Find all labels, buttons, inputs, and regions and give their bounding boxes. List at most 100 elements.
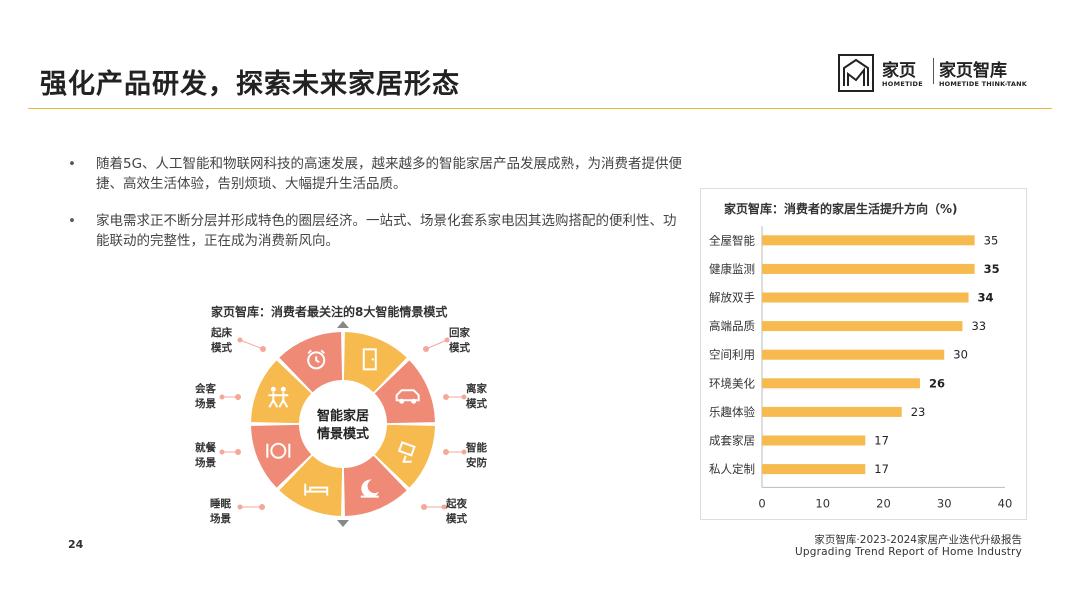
people-icon	[268, 386, 289, 408]
connector-dot	[235, 394, 241, 400]
connector-dot	[444, 337, 450, 343]
bed-icon	[304, 483, 329, 496]
up-triangle-icon	[337, 321, 349, 328]
x-tick-label: 0	[758, 496, 765, 510]
bar	[762, 292, 969, 303]
connector-dot	[259, 504, 265, 510]
bar	[762, 378, 920, 389]
bar	[762, 321, 963, 332]
mode-label: 睡眠 场景	[210, 497, 231, 527]
bar	[762, 349, 945, 360]
mode-label-line1: 起床	[211, 327, 232, 339]
down-triangle-icon	[337, 520, 349, 527]
wheel-center-label: 智能家居	[317, 408, 369, 424]
category-label: 私人定制	[709, 462, 755, 476]
mode-label: 会客 场景	[195, 382, 216, 412]
wheel-segment	[343, 455, 407, 516]
connector-dot	[235, 449, 241, 455]
wheel-center	[301, 382, 385, 466]
category-label: 高端品质	[709, 319, 755, 333]
footer-report-title: 家页智库·2023-2024家居产业迭代升级报告	[814, 534, 1022, 546]
mode-label-line2: 模式	[449, 342, 470, 354]
mode-label-line1: 离家	[466, 383, 487, 395]
logo-brand-cn: 家页	[882, 61, 916, 81]
wheel-segment	[279, 332, 343, 393]
wheel-center-label: 情景模式	[317, 426, 369, 442]
data-label: 17	[874, 434, 889, 448]
x-tick-label: 30	[937, 496, 952, 510]
mode-label-line2: 模式	[211, 342, 232, 354]
logo-thinktank-en: HOMETIDE THINK-TANK	[939, 80, 1028, 88]
mode-label-line1: 回家	[449, 327, 470, 339]
connector-dot	[219, 394, 225, 400]
mode-label-line1: 就餐	[195, 442, 216, 454]
mode-label: 起床 模式	[211, 326, 232, 356]
mode-label-line2: 模式	[446, 513, 467, 525]
category-label: 健康监测	[709, 262, 755, 276]
camera-icon	[397, 441, 416, 463]
mode-label-line1: 智能	[466, 442, 487, 454]
bar	[762, 263, 975, 274]
connector-dot	[260, 346, 266, 352]
chart-title: 家页智库：消费者的家居生活提升方向（%)	[724, 202, 958, 216]
logo-separator	[933, 58, 934, 84]
bar	[762, 464, 866, 475]
connector-dot	[443, 449, 449, 455]
mode-label: 就餐 场景	[195, 441, 216, 471]
wheel-segment	[279, 455, 343, 516]
mode-label-line2: 场景	[195, 398, 216, 410]
bullet-list: 随着5G、人工智能和物联网科技的高速发展，越来越多的智能家居产品发展成熟，为消费…	[68, 154, 688, 268]
x-tick-label: 20	[876, 496, 891, 510]
mode-label: 智能 安防	[466, 441, 487, 471]
bar	[762, 435, 866, 446]
connector-dot	[423, 346, 429, 352]
mode-label: 回家 模式	[449, 326, 470, 356]
connector-line	[425, 339, 448, 350]
mode-label-line2: 安防	[466, 457, 487, 469]
alarm-clock-icon	[307, 349, 326, 370]
wheel-segment	[374, 360, 435, 424]
mode-label: 起夜 模式	[446, 497, 467, 527]
moon-icon	[360, 479, 379, 498]
connector-dot	[219, 449, 225, 455]
category-label: 空间利用	[709, 348, 755, 362]
connector-dot	[441, 504, 447, 510]
data-label: 26	[929, 376, 945, 390]
connector-dot	[237, 504, 243, 510]
footer-report-title-en: Upgrading Trend Report of Home Industry	[794, 546, 1022, 558]
wheel-segment	[251, 360, 312, 424]
data-label: 30	[953, 348, 968, 362]
x-tick-label: 40	[998, 496, 1013, 510]
connector-dot	[443, 394, 449, 400]
connector-dot	[461, 449, 467, 455]
category-label: 环境美化	[709, 376, 755, 390]
page-number: 24	[68, 538, 84, 551]
connector-dot	[421, 504, 427, 510]
bullet-item: 家电需求正不断分层并形成特色的圈层经济。一站式、场景化套系家电因其选购搭配的便利…	[68, 211, 688, 251]
data-label: 35	[984, 233, 999, 247]
bullet-item: 随着5G、人工智能和物联网科技的高速发展，越来越多的智能家居产品发展成熟，为消费…	[68, 154, 688, 194]
hometide-logo-icon	[838, 54, 874, 92]
mode-label-line1: 起夜	[446, 498, 467, 510]
data-label: 34	[978, 291, 994, 305]
logo-brand-en: HOMETIDE	[882, 80, 923, 88]
car-icon	[395, 389, 420, 404]
data-label: 35	[984, 262, 1000, 276]
connector-line	[239, 339, 264, 350]
connector-dot	[461, 394, 467, 400]
mode-label-line2: 模式	[466, 398, 487, 410]
wheel-title: 家页智库：消费者最关注的8大智能情景模式	[211, 305, 448, 319]
dining-icon	[266, 442, 291, 459]
bar	[762, 235, 975, 246]
brand-logo: 家页 HOMETIDE 家页智库 HOMETIDE THINK-TANK	[838, 54, 1038, 94]
connector-dot	[237, 337, 243, 343]
title-divider	[28, 108, 1052, 109]
bar	[762, 406, 902, 417]
mode-label-line1: 睡眠	[210, 498, 231, 510]
bar-chart: 全屋智能 35 健康监测 35 解放双手 34 高端品质 33 空间利用 30 环境美化 26 乐趣体验…	[709, 226, 1013, 510]
page-title: 强化产品研发，探索未来家居形态	[40, 69, 460, 100]
category-label: 成套家居	[709, 434, 755, 448]
logo-thinktank-cn: 家页智库	[939, 61, 1007, 81]
category-label: 解放双手	[709, 291, 755, 305]
